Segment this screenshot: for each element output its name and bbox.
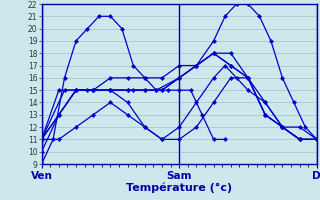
X-axis label: Température (°c): Température (°c) <box>126 182 232 193</box>
